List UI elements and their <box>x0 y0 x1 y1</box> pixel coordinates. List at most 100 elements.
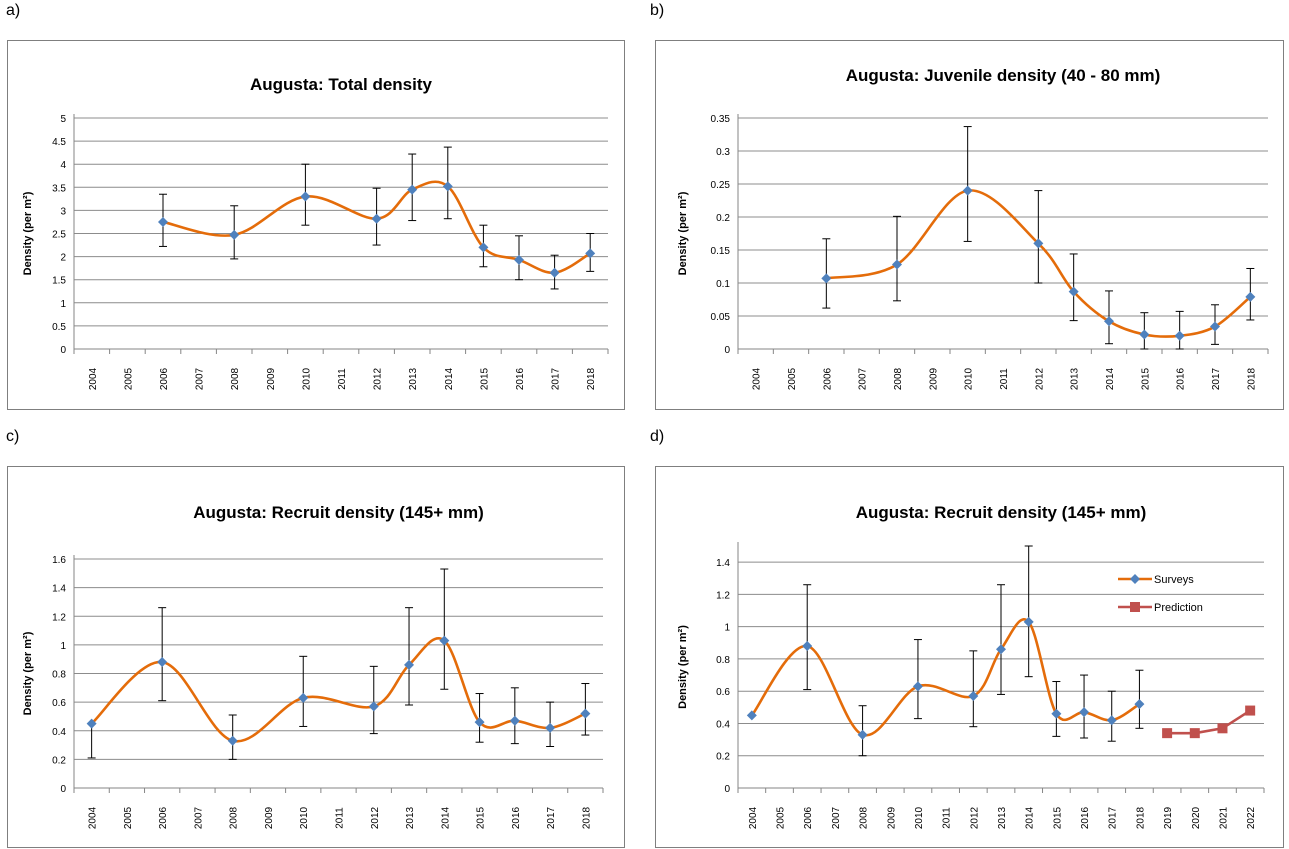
y-axis-label: Density (per m²) <box>677 625 689 709</box>
data-point <box>912 681 923 692</box>
data-point <box>962 185 973 196</box>
panel-label-c: c) <box>6 428 20 445</box>
y-tick-label: 0 <box>60 784 66 795</box>
data-point <box>404 659 415 670</box>
data-point <box>1189 728 1200 739</box>
x-tick-label: 2014 <box>1105 367 1116 390</box>
data-point <box>478 242 489 253</box>
chart-panel-recruit-density: Augusta: Recruit density (145+ mm) 0 0.2 0.… <box>7 466 625 848</box>
x-tick-label: 2017 <box>1211 367 1222 390</box>
x-tick-label: 2008 <box>859 806 870 829</box>
data-point <box>509 715 520 726</box>
data-point <box>229 229 240 240</box>
y-tick-label: 2 <box>60 253 66 264</box>
panel-label-b: b) <box>650 2 665 19</box>
data-point <box>227 735 238 746</box>
y-axis-label: Density (per m²) <box>22 631 34 715</box>
y-tick-label: 0.5 <box>52 322 66 333</box>
x-tick-label: 2004 <box>88 367 99 390</box>
x-tick-label: 2012 <box>373 367 384 390</box>
chart-svg: Augusta: Recruit density (145+ mm) 0 0.2 0.… <box>22 503 604 829</box>
legend-swatch-marker <box>1130 574 1140 584</box>
x-tick-label: 2012 <box>370 806 381 829</box>
data-point <box>892 259 902 270</box>
x-tick-label: 2011 <box>335 807 346 829</box>
x-tick-label: 2016 <box>511 806 522 829</box>
data-point <box>585 248 596 259</box>
data-point <box>371 213 382 224</box>
x-tick-label: 2015 <box>476 806 487 829</box>
x-tick-label: 2007 <box>831 806 842 829</box>
y-tick-label: 0.6 <box>52 698 66 709</box>
chart-title: Augusta: Recruit density (145+ mm) <box>856 503 1147 522</box>
data-point <box>474 717 485 728</box>
x-tick-label: 2022 <box>1246 806 1257 829</box>
x-tick-label: 2018 <box>1135 806 1146 829</box>
data-point <box>996 644 1006 655</box>
x-tick-label: 2011 <box>337 368 348 390</box>
y-tick-label: 1.6 <box>52 555 66 566</box>
data-point <box>407 184 418 195</box>
data-point <box>1068 286 1079 297</box>
y-tick-label: 0 <box>724 784 730 795</box>
data-point <box>821 273 832 284</box>
x-tick-label: 2012 <box>1034 367 1045 390</box>
x-tick-label: 2008 <box>229 806 240 829</box>
x-tick-label: 2011 <box>942 807 953 829</box>
data-point <box>857 729 868 740</box>
y-axis-label: Density (per m²) <box>22 191 34 275</box>
x-tick-label: 2017 <box>546 806 557 829</box>
x-tick-label: 2009 <box>886 806 897 829</box>
data-point <box>1139 329 1150 340</box>
y-tick-label: 1.2 <box>716 590 730 601</box>
chart-panel-recruit-density-prediction: Augusta: Recruit density (145+ mm) 0 0.2 0.… <box>655 466 1284 848</box>
x-tick-label: 2010 <box>964 367 975 390</box>
y-tick-label: 3 <box>60 206 66 217</box>
x-tick-label: 2015 <box>479 367 490 390</box>
y-tick-label: 1.5 <box>52 276 66 287</box>
y-tick-label: 1.4 <box>716 558 730 569</box>
y-tick-label: 0.25 <box>711 180 731 191</box>
y-tick-label: 4.5 <box>52 137 66 148</box>
x-tick-label: 2016 <box>1080 806 1091 829</box>
x-tick-label: 2020 <box>1191 806 1202 829</box>
data-point <box>968 691 979 702</box>
data-point <box>300 191 311 202</box>
data-point <box>802 641 813 652</box>
y-tick-label: 0.1 <box>716 279 730 290</box>
chart-svg: Augusta: Total density 0 0.5 1 1.5 2 2.5 3 3.5 4 4… <box>22 75 609 390</box>
x-tick-label: 2011 <box>999 368 1010 390</box>
x-tick-label: 2010 <box>301 367 312 390</box>
y-tick-label: 0.4 <box>52 727 66 738</box>
x-tick-label: 2017 <box>551 367 562 390</box>
x-tick-label: 2016 <box>1176 367 1187 390</box>
x-tick-label: 2013 <box>408 367 419 390</box>
x-tick-label: 2016 <box>515 367 526 390</box>
x-tick-label: 2018 <box>581 806 592 829</box>
y-tick-label: 1.2 <box>52 612 66 623</box>
x-tick-label: 2005 <box>123 367 134 390</box>
x-tick-label: 2007 <box>858 367 869 390</box>
x-tick-label: 2005 <box>123 806 134 829</box>
y-tick-label: 3.5 <box>52 183 66 194</box>
x-tick-label: 2014 <box>1025 806 1036 829</box>
legend-label: Prediction <box>1154 602 1203 614</box>
y-tick-label: 0.4 <box>716 719 730 730</box>
chart-title: Augusta: Recruit density (145+ mm) <box>193 503 484 522</box>
x-tick-label: 2014 <box>440 806 451 829</box>
x-tick-label: 2007 <box>193 806 204 829</box>
y-tick-label: 4 <box>60 160 66 171</box>
y-tick-label: 1 <box>60 641 66 652</box>
y-tick-label: 1.4 <box>52 584 66 595</box>
y-tick-label: 0.35 <box>711 114 731 125</box>
y-tick-label: 0.2 <box>716 752 730 763</box>
x-tick-label: 2005 <box>787 367 798 390</box>
data-point <box>1023 616 1034 627</box>
panel-label-d: d) <box>650 428 665 445</box>
x-tick-label: 2013 <box>405 806 416 829</box>
x-tick-label: 2009 <box>266 367 277 390</box>
y-tick-label: 0.6 <box>716 687 730 698</box>
x-tick-label: 2015 <box>1140 367 1151 390</box>
x-tick-label: 2004 <box>88 806 99 829</box>
x-tick-label: 2021 <box>1218 806 1229 829</box>
